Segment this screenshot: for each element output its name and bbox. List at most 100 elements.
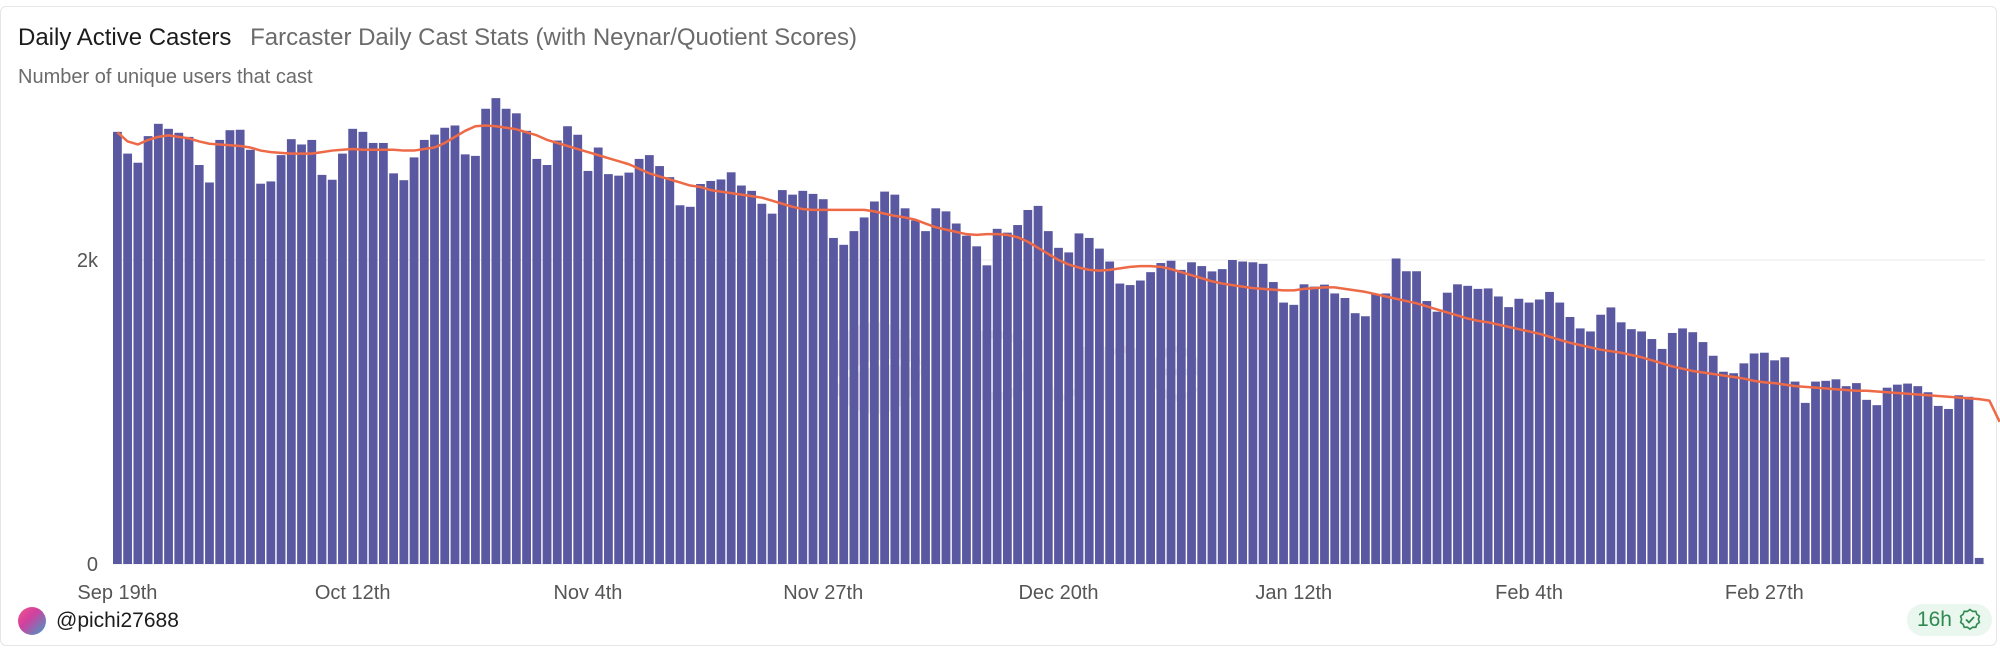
- bar: [1422, 301, 1432, 564]
- bar: [1054, 247, 1063, 564]
- bar: [604, 174, 613, 564]
- bar: [460, 154, 470, 565]
- bar: [716, 179, 726, 564]
- query-name-link[interactable]: Farcaster Daily Cast Stats (with Neynar/…: [250, 24, 857, 51]
- bar: [1555, 302, 1565, 564]
- bar: [829, 237, 838, 564]
- bar: [1647, 339, 1657, 564]
- bar: [1586, 331, 1595, 564]
- bar: [1320, 284, 1329, 564]
- bar: [1412, 271, 1421, 564]
- bar: [1453, 284, 1462, 564]
- bar: [153, 123, 163, 564]
- bar: [1299, 284, 1309, 564]
- bar: [563, 126, 572, 565]
- bar: [706, 180, 716, 564]
- x-tick-label: Dec 20th: [1018, 582, 1098, 604]
- bar: [184, 136, 194, 564]
- bar: [286, 139, 296, 564]
- bar: [962, 235, 971, 564]
- bar: [634, 158, 644, 565]
- bar: [1248, 262, 1258, 564]
- bar: [1289, 304, 1299, 564]
- bar: [1258, 263, 1268, 564]
- bar: [788, 194, 797, 564]
- bar: [1534, 299, 1544, 564]
- bar: [951, 223, 961, 564]
- bar: [1637, 331, 1646, 564]
- bar: [1719, 371, 1728, 564]
- bar: [1657, 348, 1667, 564]
- bar: [1626, 329, 1636, 564]
- bar: [1330, 293, 1340, 564]
- bar: [1442, 292, 1452, 564]
- bar: [1698, 342, 1708, 564]
- bar: [1821, 380, 1831, 564]
- bar: [1013, 225, 1022, 565]
- bar: [1146, 272, 1155, 564]
- bar: [1033, 205, 1043, 564]
- bar: [1095, 248, 1104, 564]
- bar: [583, 170, 593, 564]
- chart-title: Daily Active Casters: [18, 24, 232, 51]
- bar: [1197, 266, 1207, 564]
- bar: [839, 244, 849, 565]
- bar: [194, 165, 204, 564]
- author-info[interactable]: @pichi27688: [18, 607, 179, 635]
- bar: [1340, 298, 1350, 564]
- bar: [880, 191, 890, 564]
- bar: [1207, 271, 1217, 564]
- bar: [1770, 360, 1779, 564]
- bar: [1841, 386, 1851, 564]
- y-tick-label: 0: [87, 554, 98, 576]
- bar: [378, 142, 388, 564]
- x-tick-label: Sep 19th: [77, 582, 157, 604]
- x-tick-label: Feb 4th: [1495, 582, 1563, 604]
- x-tick-label: Nov 4th: [553, 582, 622, 604]
- bar: [1944, 408, 1953, 564]
- bar: [317, 174, 327, 564]
- bar: [1616, 322, 1626, 564]
- bar: [245, 149, 255, 565]
- bar: [368, 142, 378, 564]
- bar: [164, 128, 173, 564]
- bar: [1811, 381, 1820, 564]
- bar: [1043, 231, 1053, 564]
- x-tick-label: Jan 12th: [1255, 582, 1332, 604]
- bar: [1974, 557, 1984, 564]
- x-tick-label: Nov 27th: [783, 582, 863, 604]
- bar: [1228, 260, 1237, 564]
- bar: [1166, 260, 1176, 564]
- bar: [808, 193, 818, 564]
- author-name[interactable]: @pichi27688: [56, 609, 179, 632]
- bar: [1708, 355, 1718, 564]
- bar: [358, 131, 368, 565]
- bar: [389, 173, 398, 565]
- bar: [1831, 379, 1841, 564]
- bar: [1964, 396, 1974, 564]
- bar: [1933, 405, 1943, 564]
- bar: [327, 179, 337, 565]
- bar: [665, 177, 675, 564]
- bar: [1667, 332, 1677, 564]
- bar: [542, 165, 552, 564]
- bar: [726, 172, 736, 565]
- bar: [1125, 285, 1135, 564]
- bar: [1514, 298, 1524, 564]
- bar: [338, 153, 347, 564]
- refresh-age: 16h: [1916, 608, 1952, 631]
- refresh-badge[interactable]: 16h: [1906, 604, 1992, 636]
- bar: [675, 205, 685, 564]
- bar: [471, 155, 480, 564]
- bar: [1463, 285, 1473, 564]
- bar: [1892, 384, 1902, 564]
- bar: [644, 155, 654, 564]
- bar: [982, 265, 992, 564]
- bar: [972, 246, 982, 564]
- verified-check-icon: [1959, 608, 1981, 631]
- bar: [256, 183, 266, 564]
- bar: [1739, 363, 1749, 564]
- bar: [1074, 233, 1084, 564]
- bar: [215, 139, 225, 565]
